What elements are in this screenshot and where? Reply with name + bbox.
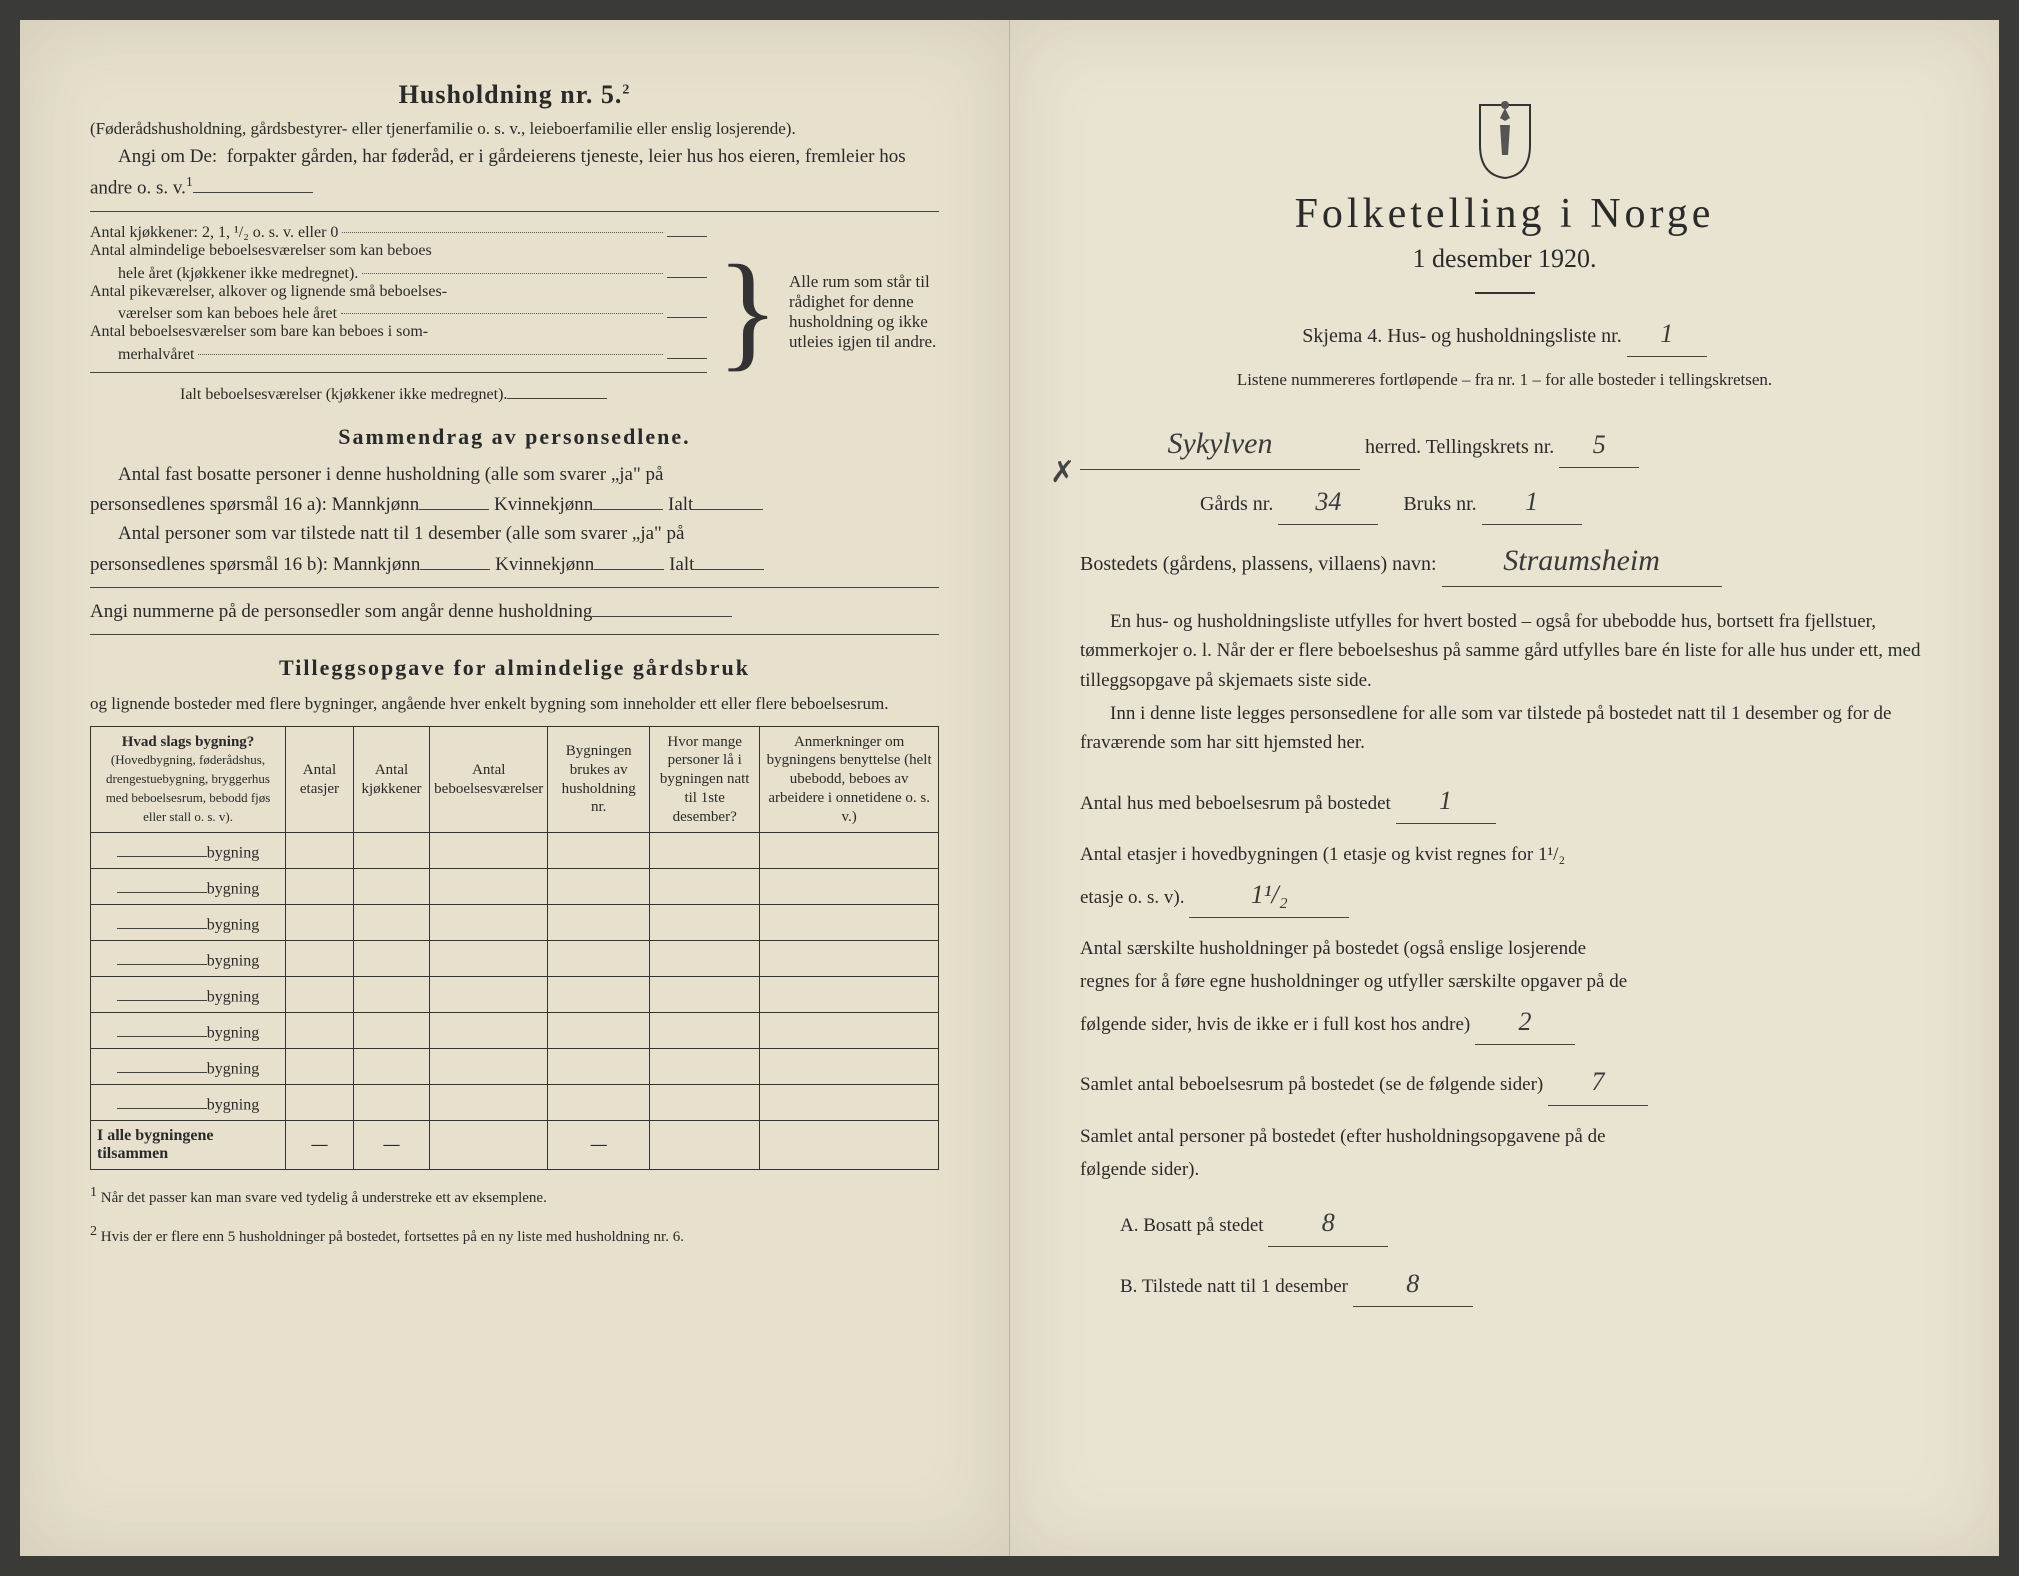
- row-summer-rooms: Antal beboelsesværelser som bare kan beb…: [90, 323, 707, 364]
- table-row: bygning: [91, 1049, 939, 1085]
- q5-row: Samlet antal personer på bostedet (efter…: [1080, 1120, 1929, 1187]
- summary-title: Sammendrag av personsedlene.: [90, 424, 939, 450]
- th-floors: Antal etasjer: [286, 726, 354, 833]
- document-spread: Husholdning nr. 5.2 (Føderådshusholdning…: [20, 20, 1999, 1556]
- row-maid-rooms: Antal pikeværelser, alkover og lignende …: [90, 283, 707, 324]
- buildings-table: Hvad slags bygning?(Hovedbygning, føderå…: [90, 726, 939, 1171]
- tillegg-title: Tilleggsopgave for almindelige gårdsbruk: [90, 655, 939, 681]
- tillegg-desc: og lignende bosteder med flere bygninger…: [90, 691, 939, 717]
- q1-value: 1: [1396, 778, 1496, 825]
- table-row: bygning: [91, 941, 939, 977]
- row-kitchens: Antal kjøkkener: 2, 1, ¹/₂ o. s. v. elle…: [90, 220, 707, 243]
- th-persons: Hvor mange personer lå i bygningen natt …: [650, 726, 760, 833]
- th-kitchens: Antal kjøkkener: [353, 726, 429, 833]
- row-ordinary-rooms: Antal almindelige beboelsesværelser som …: [90, 242, 707, 283]
- title-divider: [1475, 292, 1535, 294]
- gards-value: 34: [1278, 480, 1378, 525]
- bruks-value: 1: [1482, 480, 1582, 525]
- summary-line-1: Antal fast bosatte personer i denne hush…: [90, 460, 939, 489]
- summary-line-2b: personsedlenes spørsmål 16 b): Mannkjønn…: [90, 549, 939, 579]
- th-type: Hvad slags bygning?(Hovedbygning, føderå…: [91, 726, 286, 833]
- summary-line-3: Angi nummerne på de personsedler som ang…: [90, 596, 939, 626]
- footnote-2: 2 Hvis der er flere enn 5 husholdninger …: [90, 1223, 939, 1247]
- table-header-row: Hvad slags bygning?(Hovedbygning, føderå…: [91, 726, 939, 833]
- brace-icon: }: [717, 253, 779, 370]
- herred-value: Sykylven: [1080, 418, 1360, 470]
- x-mark-annotation: ✗: [1050, 455, 1075, 490]
- th-remarks: Anmerkninger om bygningens benyttelse (h…: [760, 726, 939, 833]
- questions-block: Antal hus med beboelsesrum på bostedet 1…: [1080, 778, 1929, 1307]
- divider: [90, 211, 939, 212]
- bosted-line: Bostedets (gårdens, plassens, villaens) …: [1080, 535, 1929, 587]
- q4-value: 7: [1548, 1059, 1648, 1106]
- para-1: En hus- og husholdningsliste utfylles fo…: [1080, 607, 1929, 695]
- skjema-line: Skjema 4. Hus- og husholdningsliste nr. …: [1080, 312, 1929, 357]
- left-page: Husholdning nr. 5.2 (Føderådshusholdning…: [20, 20, 1010, 1556]
- q3-row: Antal særskilte husholdninger på bostede…: [1080, 932, 1929, 1045]
- summary-line-1b: personsedlenes spørsmål 16 a): Mannkjønn…: [90, 489, 939, 519]
- q4-row: Samlet antal beboelsesrum på bostedet (s…: [1080, 1059, 1929, 1106]
- date-subtitle: 1 desember 1920.: [1080, 244, 1929, 274]
- right-page: Folketelling i Norge 1 desember 1920. Sk…: [1010, 20, 1999, 1556]
- th-rooms: Antal beboelsesværelser: [430, 726, 548, 833]
- q2-value: 1¹/₂: [1189, 872, 1349, 919]
- q2-row: Antal etasjer i hovedbygningen (1 etasje…: [1080, 838, 1929, 918]
- gards-line: Gårds nr. 34 Bruks nr. 1: [1080, 480, 1929, 525]
- instructions: En hus- og husholdningsliste utfylles fo…: [1080, 607, 1929, 758]
- table-footer-row: I alle bygningene tilsammen ———: [91, 1121, 939, 1170]
- table-row: bygning: [91, 905, 939, 941]
- table-row: bygning: [91, 1013, 939, 1049]
- list-number-value: 1: [1627, 312, 1707, 357]
- q3-value: 2: [1475, 999, 1575, 1046]
- qa-value: 8: [1268, 1200, 1388, 1247]
- table-row: bygning: [91, 1085, 939, 1121]
- q1-row: Antal hus med beboelsesrum på bostedet 1: [1080, 778, 1929, 825]
- rooms-section: Antal kjøkkener: 2, 1, ¹/₂ o. s. v. elle…: [90, 220, 939, 404]
- para-2: Inn i denne liste legges personsedlene f…: [1080, 699, 1929, 758]
- krets-value: 5: [1559, 423, 1639, 468]
- table-row: bygning: [91, 869, 939, 905]
- summary-line-2: Antal personer som var tilstede natt til…: [90, 519, 939, 548]
- brace-caption: Alle rum som står til rådighet for denne…: [789, 220, 939, 404]
- qa-row: A. Bosatt på stedet 8: [1080, 1200, 1929, 1247]
- herred-line: Sykylven herred. Tellingskrets nr. 5: [1080, 418, 1929, 470]
- household-5-desc: (Føderådshusholdning, gårdsbestyrer- ell…: [90, 116, 939, 142]
- listene-note: Listene nummereres fortløpende – fra nr.…: [1080, 367, 1929, 393]
- qb-value: 8: [1353, 1261, 1473, 1308]
- th-household: Bygningen brukes av husholdning nr.: [548, 726, 650, 833]
- angi-line: Angi om De: forpakter gården, har føderå…: [90, 142, 939, 202]
- bosted-value: Straumsheim: [1442, 535, 1722, 587]
- table-row: bygning: [91, 833, 939, 869]
- table-row: bygning: [91, 977, 939, 1013]
- footnote-1: 1 Når det passer kan man svare ved tydel…: [90, 1184, 939, 1208]
- qb-row: B. Tilstede natt til 1 desember 8: [1080, 1261, 1929, 1308]
- main-title: Folketelling i Norge: [1080, 190, 1929, 238]
- title-block: Folketelling i Norge 1 desember 1920.: [1080, 100, 1929, 294]
- coat-of-arms-icon: [1470, 100, 1540, 180]
- household-5-title: Husholdning nr. 5.2: [90, 80, 939, 110]
- row-total-rooms: Ialt beboelsesværelser (kjøkkener ikke m…: [90, 381, 707, 404]
